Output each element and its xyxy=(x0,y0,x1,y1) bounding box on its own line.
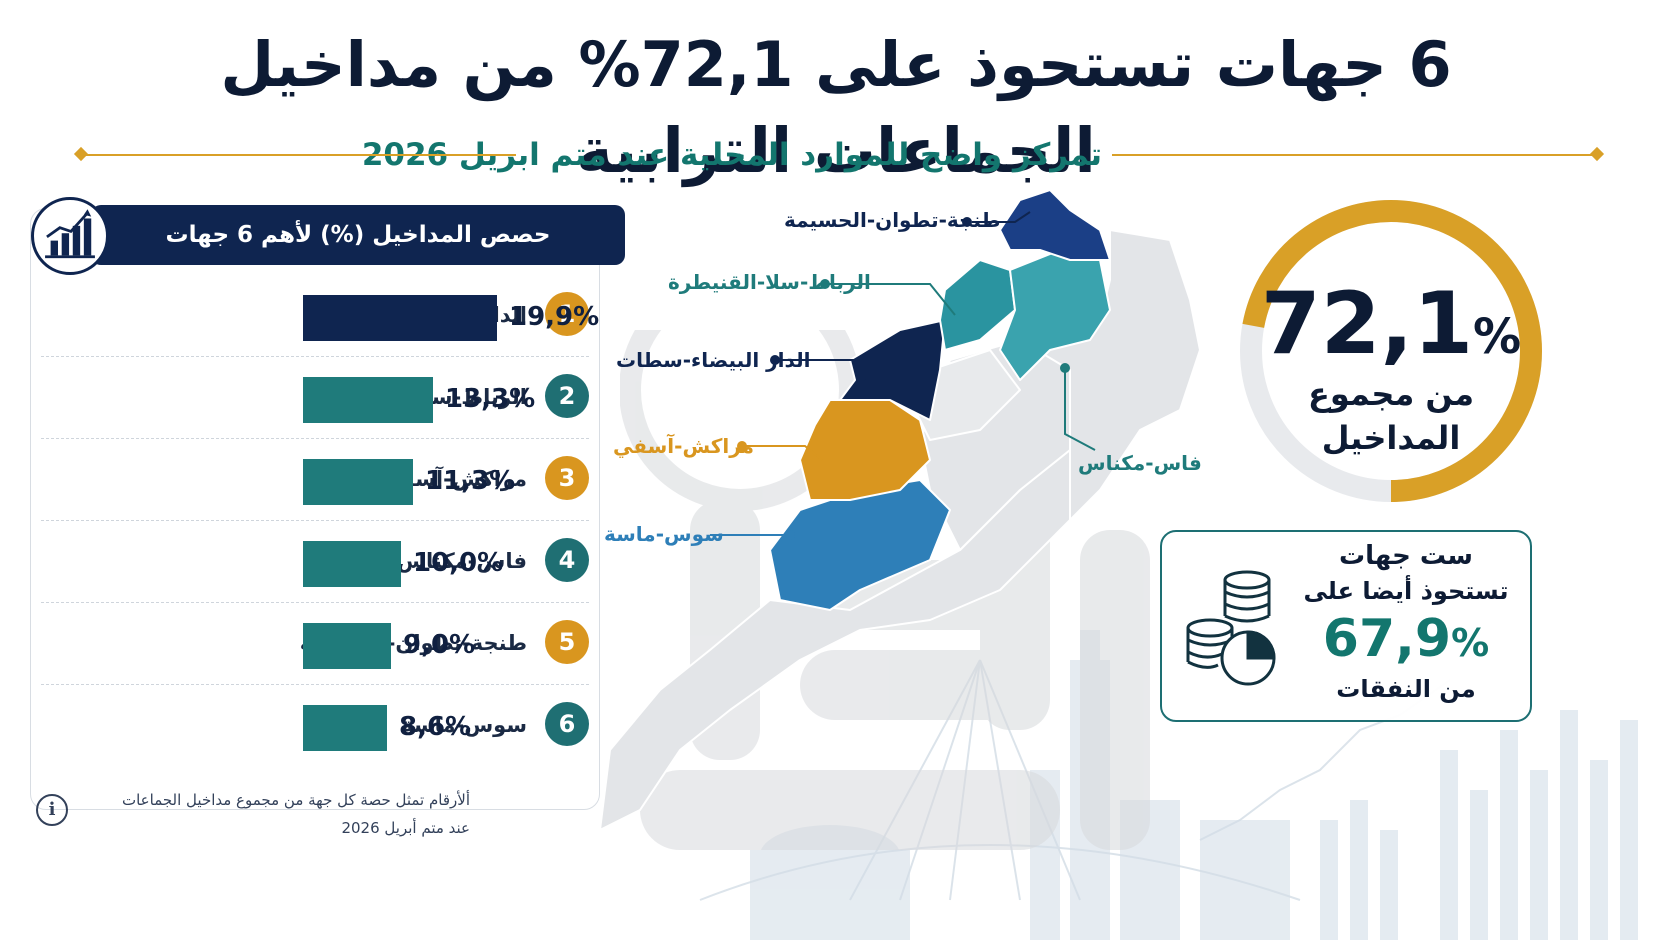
expenses-number: 67,9 xyxy=(1322,609,1452,669)
data-label: 13,3% xyxy=(445,384,536,414)
map-label-rabat: الرباط-سلا-القنيطرة xyxy=(668,270,871,294)
ring-progress-arc xyxy=(1240,200,1542,502)
page-subtitle: تمركز واضح للموارد المحلية عند متم ابريل… xyxy=(361,137,1102,173)
row-divider xyxy=(41,601,589,603)
page-title: 6 جهات تستحوذ على 72,1% من مداخيل الجماع… xyxy=(220,28,1452,187)
footnote-line-1: ألأرقام تمثل حصة كل جهة من مجموع مداخيل … xyxy=(121,791,470,809)
panel-title: حصص المداخيل (%) لأهم 6 جهات xyxy=(91,205,625,265)
table-row: 2الرباط-سلا-القنيطرة13,3% xyxy=(41,355,589,439)
map-region-marrakech-safi xyxy=(799,399,931,501)
summary-value: 72,1% xyxy=(1236,274,1546,387)
footnote: ألأرقام تمثل حصة كل جهة من مجموع مداخيل … xyxy=(30,786,470,842)
map-region-rabat-sale xyxy=(939,259,1016,351)
map-label-souss: سوس-ماسة xyxy=(604,522,724,546)
rank-badge: 4 xyxy=(545,538,589,582)
divider-rule-left xyxy=(86,154,516,156)
bar xyxy=(303,459,413,505)
summary-label: من مجموع المداخيل xyxy=(1308,375,1474,457)
map-label-marrakech: مراكش-آسفي xyxy=(613,434,755,458)
data-label: 11,3% xyxy=(425,466,516,496)
data-label: 10,0% xyxy=(413,548,504,578)
table-row: 3 مراكش-آسفي 11,3% xyxy=(41,437,589,521)
map-label-casablanca: الدار البيضاء-سطات xyxy=(616,348,811,372)
data-label: 19,9% xyxy=(509,302,600,332)
rank-badge: 6 xyxy=(545,702,589,746)
expenses-percent-sign: % xyxy=(1451,621,1490,665)
table-row: 5 طنجة-تطوان-الحسيمة 9,0% xyxy=(41,601,589,685)
data-label: 8,6% xyxy=(399,712,472,742)
map-region-casablanca-settat xyxy=(839,319,946,421)
rank-badge: 3 xyxy=(545,456,589,500)
morocco-regions-map xyxy=(600,190,1201,830)
divider-diamond-left xyxy=(73,146,89,162)
footnote-line-2: عند متم أبريل 2026 xyxy=(341,819,470,837)
expenses-card: ست جهات تستحوذ أيضا على 67,9% من النفقات xyxy=(1160,530,1532,722)
info-icon: i xyxy=(36,794,68,826)
summary-percent-sign: % xyxy=(1473,309,1522,365)
expenses-line-3: من النفقات xyxy=(1336,675,1476,703)
rank-badge: 1 xyxy=(545,292,589,336)
map-label-fes: فاس-مكناس xyxy=(1078,451,1202,475)
revenue-share-ring xyxy=(1240,200,1542,502)
table-row: 6 سوس-ماسة 8,6% xyxy=(41,683,589,767)
row-divider xyxy=(41,437,589,439)
bar-chart-growth-icon xyxy=(31,197,109,275)
subtitle-row: تمركز واضح للموارد المحلية عند متم ابريل… xyxy=(73,132,1605,178)
rank-badge: 2 xyxy=(545,374,589,418)
region-name: سوس-ماسة xyxy=(401,713,527,737)
data-label: 9,0% xyxy=(403,630,476,660)
expenses-line-2: تستحوذ أيضا على xyxy=(1303,577,1509,605)
bar xyxy=(303,541,401,587)
divider-rule-right xyxy=(1112,154,1592,156)
divider-diamond-right xyxy=(1589,146,1605,162)
bar xyxy=(303,705,387,751)
table-row: 4 فاس-مكناس 10,0% xyxy=(41,519,589,603)
row-divider xyxy=(41,355,589,357)
expenses-value: 67,9% xyxy=(1296,608,1516,674)
map-region-tanger-tetouan xyxy=(999,190,1111,261)
bar xyxy=(303,295,497,341)
expenses-line-1: ست جهات xyxy=(1339,541,1473,571)
row-divider xyxy=(41,519,589,521)
summary-number: 72,1 xyxy=(1260,274,1474,374)
bar xyxy=(303,623,391,669)
coins-pie-icon xyxy=(1186,570,1276,686)
map-label-tanger: طنجة-تطوان-الحسيمة xyxy=(784,208,1001,232)
expenses-card-text: ست جهات تستحوذ أيضا على 67,9% من النفقات xyxy=(1296,538,1516,704)
rank-badge: 5 xyxy=(545,620,589,664)
region-name: فاس-مكناس xyxy=(397,549,527,573)
bar xyxy=(303,377,433,423)
row-divider xyxy=(41,683,589,685)
